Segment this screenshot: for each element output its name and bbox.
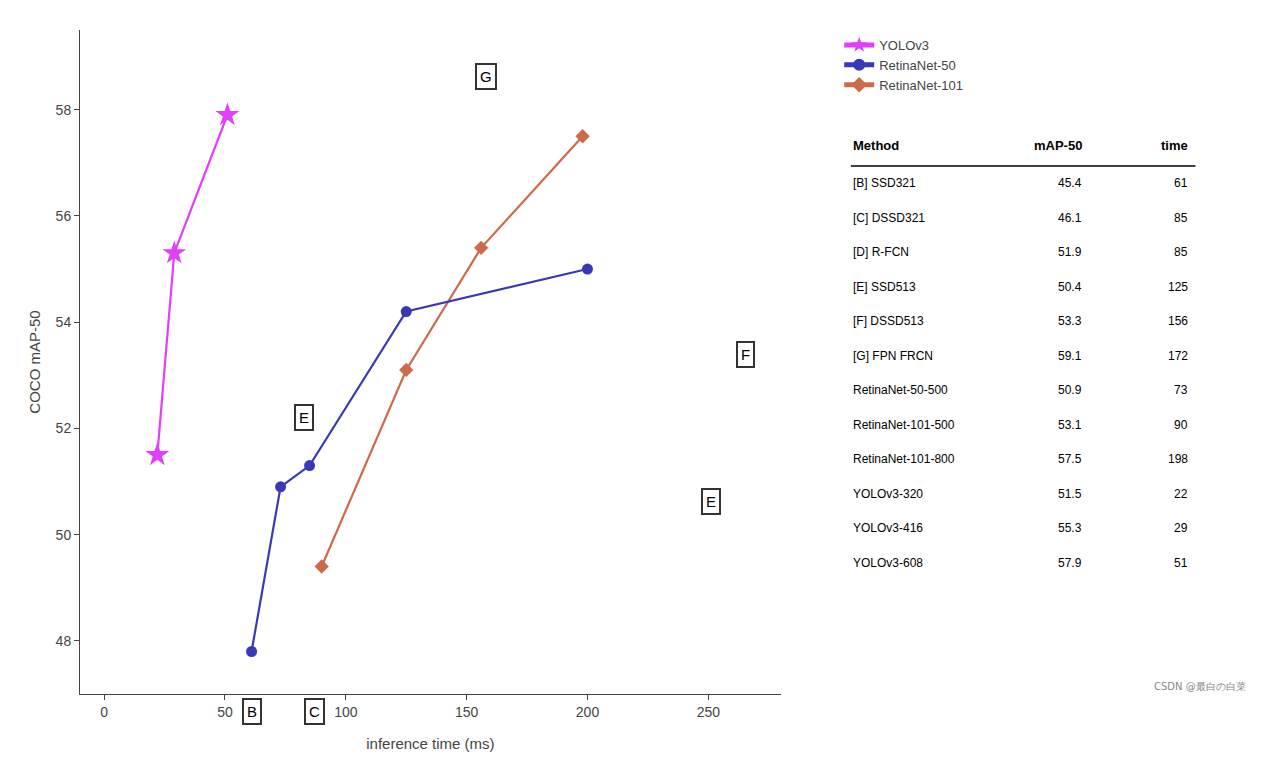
svg-text:[G] FPN FRCN: [G] FPN FRCN <box>853 349 933 363</box>
svg-text:RetinaNet-101-800: RetinaNet-101-800 <box>853 452 955 466</box>
svg-text:RetinaNet-101-500: RetinaNet-101-500 <box>853 418 955 432</box>
svg-text:52: 52 <box>56 420 72 436</box>
svg-text:[F] DSSD513: [F] DSSD513 <box>853 314 924 328</box>
svg-text:51: 51 <box>1174 556 1188 570</box>
svg-text:55.3: 55.3 <box>1058 521 1082 535</box>
svg-text:198: 198 <box>1168 452 1188 466</box>
svg-text:51.5: 51.5 <box>1058 487 1082 501</box>
svg-text:RetinaNet-101: RetinaNet-101 <box>879 78 963 93</box>
svg-text:[C] DSSD321: [C] DSSD321 <box>853 211 925 225</box>
svg-text:YOLOv3-608: YOLOv3-608 <box>853 556 923 570</box>
svg-text:73: 73 <box>1174 383 1188 397</box>
svg-text:59.1: 59.1 <box>1058 349 1082 363</box>
svg-text:[B] SSD321: [B] SSD321 <box>853 176 916 190</box>
svg-text:56: 56 <box>56 208 72 224</box>
svg-text:90: 90 <box>1174 418 1188 432</box>
svg-text:RetinaNet-50: RetinaNet-50 <box>879 58 956 73</box>
svg-text:54: 54 <box>56 314 72 330</box>
svg-text:mAP-50: mAP-50 <box>1034 138 1082 153</box>
svg-text:45.4: 45.4 <box>1058 176 1082 190</box>
svg-text:[E] SSD513: [E] SSD513 <box>853 280 916 294</box>
svg-text:250: 250 <box>697 704 721 720</box>
svg-text:29: 29 <box>1174 521 1188 535</box>
svg-text:172: 172 <box>1168 349 1188 363</box>
svg-text:58: 58 <box>56 102 72 118</box>
svg-text:100: 100 <box>334 704 358 720</box>
svg-text:200: 200 <box>576 704 600 720</box>
svg-text:156: 156 <box>1168 314 1188 328</box>
svg-text:time: time <box>1161 138 1188 153</box>
svg-text:C: C <box>309 703 320 720</box>
svg-text:50.9: 50.9 <box>1058 383 1082 397</box>
svg-text:YOLOv3-416: YOLOv3-416 <box>853 521 923 535</box>
svg-text:150: 150 <box>455 704 479 720</box>
svg-text:48: 48 <box>56 633 72 649</box>
svg-text:50: 50 <box>56 527 72 543</box>
svg-text:inference time (ms): inference time (ms) <box>366 735 494 752</box>
svg-text:YOLOv3: YOLOv3 <box>879 38 929 53</box>
svg-text:125: 125 <box>1168 280 1188 294</box>
svg-text:E: E <box>299 409 309 426</box>
svg-text:46.1: 46.1 <box>1058 211 1082 225</box>
svg-text:[D] R-FCN: [D] R-FCN <box>853 245 909 259</box>
svg-text:50.4: 50.4 <box>1058 280 1082 294</box>
svg-text:53.1: 53.1 <box>1058 418 1082 432</box>
svg-text:85: 85 <box>1174 245 1188 259</box>
svg-text:F: F <box>741 346 750 363</box>
svg-text:50: 50 <box>217 704 233 720</box>
svg-text:RetinaNet-50-500: RetinaNet-50-500 <box>853 383 948 397</box>
svg-text:B: B <box>247 703 257 720</box>
svg-text:22: 22 <box>1174 487 1188 501</box>
svg-text:CSDN @最白の白菜: CSDN @最白の白菜 <box>1154 681 1246 692</box>
svg-text:YOLOv3-320: YOLOv3-320 <box>853 487 923 501</box>
svg-text:E: E <box>706 493 716 510</box>
svg-text:G: G <box>480 68 492 85</box>
svg-text:Method: Method <box>853 138 899 153</box>
svg-text:53.3: 53.3 <box>1058 314 1082 328</box>
svg-text:85: 85 <box>1174 211 1188 225</box>
svg-text:61: 61 <box>1174 176 1188 190</box>
svg-text:57.9: 57.9 <box>1058 556 1082 570</box>
svg-text:51.9: 51.9 <box>1058 245 1082 259</box>
svg-text:0: 0 <box>100 704 108 720</box>
svg-text:COCO mAP-50: COCO mAP-50 <box>26 310 43 413</box>
svg-text:57.5: 57.5 <box>1058 452 1082 466</box>
